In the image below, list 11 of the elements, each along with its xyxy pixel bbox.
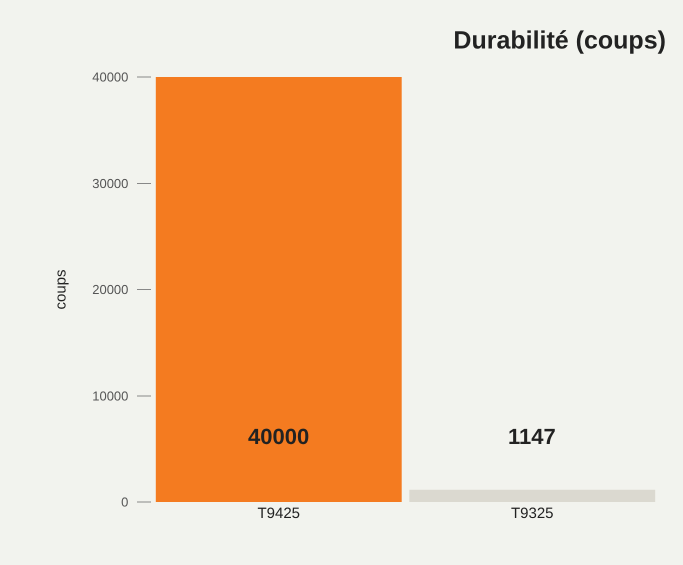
chart-title: Durabilité (coups): [453, 26, 666, 55]
y-axis-title: coups: [52, 269, 70, 310]
x-tick-label: T9325: [510, 505, 554, 522]
y-tick-label: 10000: [92, 388, 128, 404]
data-label: 40000: [248, 424, 310, 449]
x-tick-label: T9425: [257, 505, 300, 522]
y-tick-label: 30000: [92, 176, 128, 191]
y-tick-label: 40000: [92, 70, 128, 85]
y-tick-label: 0: [121, 494, 128, 510]
data-label: 1147: [508, 424, 556, 449]
y-tick-label: 20000: [92, 282, 128, 298]
